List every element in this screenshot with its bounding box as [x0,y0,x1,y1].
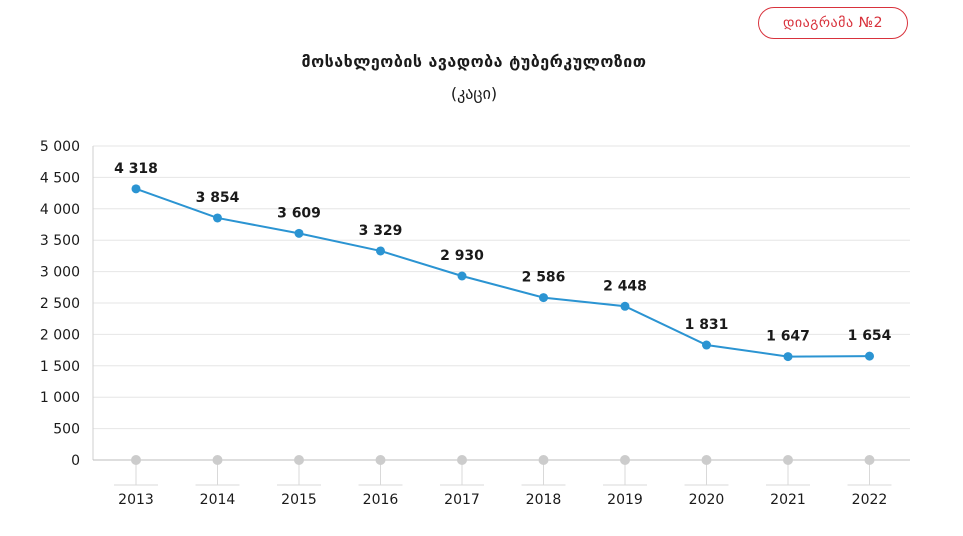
y-tick-label: 5 000 [40,139,80,155]
y-tick-label: 2 000 [40,327,80,343]
x-tick-label: 2014 [200,492,236,508]
x-tick-label: 2022 [852,492,888,508]
y-tick-label: 4 000 [40,202,80,218]
data-point [702,340,711,350]
x-tick-label: 2020 [689,492,725,508]
x-axis-dot [864,455,875,465]
x-axis-dot [783,455,793,465]
x-tick-label: 2015 [281,492,317,508]
data-label: 3 609 [277,205,321,221]
data-point [376,246,385,256]
y-tick-label: 2 500 [40,296,80,312]
chart-title: მოსახლეობის ავადობა ტუბერკულოზით [301,52,647,71]
x-axis-dot [538,455,549,465]
x-tick-label: 2021 [770,492,806,508]
x-axis-dot [131,455,141,465]
data-point [457,271,467,281]
y-tick-label: 3 000 [40,265,80,281]
data-label: 2 930 [440,248,484,264]
data-point [294,228,304,238]
x-tick-label: 2017 [444,492,480,508]
data-point [213,213,222,223]
y-tick-label: 500 [53,422,80,438]
series-line [135,187,870,358]
data-label: 1 647 [766,329,810,345]
chart-subtitle: (კაცი) [450,84,498,103]
data-point [620,301,630,311]
x-tick-label: 2016 [363,492,399,508]
x-axis-dot [294,455,304,465]
y-tick-label: 1 000 [40,390,80,406]
data-point [539,293,548,303]
data-point [783,352,793,362]
x-axis-dot [457,455,467,465]
y-tick-label: 0 [71,453,80,469]
data-label: 1 654 [848,328,892,344]
x-axis-dot [212,455,223,465]
x-axis-dot [701,455,712,465]
data-label: 3 329 [359,223,403,239]
x-axis-dot [620,455,630,465]
data-label: 3 854 [196,190,240,206]
x-tick-label: 2019 [607,492,643,508]
data-label: 4 318 [114,161,158,177]
y-tick-label: 4 500 [40,170,80,186]
x-tick-label: 2013 [118,492,154,508]
data-label: 1 831 [685,317,729,333]
y-tick-label: 3 500 [40,233,80,249]
data-label: 2 586 [522,270,566,286]
x-axis-dot [375,455,386,465]
y-tick-label: 1 500 [40,359,80,375]
x-tick-label: 2018 [526,492,562,508]
diagram-number-badge[interactable]: დიაგრამა №2 [758,7,908,39]
data-point [131,184,141,194]
data-point [865,351,874,361]
data-label: 2 448 [603,278,647,294]
